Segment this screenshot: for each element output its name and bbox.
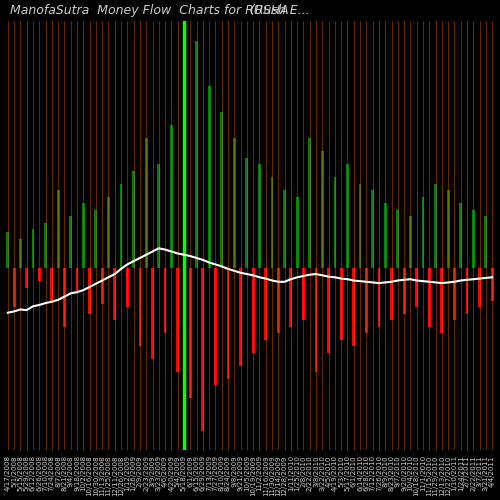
Bar xyxy=(428,268,430,327)
Bar xyxy=(44,222,47,268)
Bar xyxy=(151,268,154,360)
Bar xyxy=(434,184,437,268)
Bar xyxy=(88,268,91,314)
Bar xyxy=(94,210,98,268)
Bar xyxy=(422,196,424,268)
Bar xyxy=(264,268,267,340)
Bar xyxy=(302,268,305,320)
Bar xyxy=(460,203,462,268)
Bar xyxy=(371,190,374,268)
Bar xyxy=(107,196,110,268)
Bar xyxy=(472,210,474,268)
Bar xyxy=(189,268,192,398)
Bar xyxy=(182,73,186,268)
Bar xyxy=(321,151,324,268)
Bar xyxy=(378,268,380,327)
Bar xyxy=(126,268,129,307)
Bar xyxy=(416,268,418,307)
Bar xyxy=(70,216,72,268)
Bar xyxy=(283,190,286,268)
Bar xyxy=(239,268,242,366)
Bar xyxy=(164,268,166,334)
Bar xyxy=(145,138,148,268)
Bar xyxy=(466,268,468,314)
Bar xyxy=(453,268,456,320)
Bar xyxy=(32,229,34,268)
Text: ManofaSutra  Money Flow  Charts for RUSHA: ManofaSutra Money Flow Charts for RUSHA xyxy=(10,4,288,16)
Bar xyxy=(308,138,311,268)
Bar xyxy=(402,268,406,314)
Bar xyxy=(214,268,217,386)
Bar xyxy=(246,158,248,268)
Bar xyxy=(314,268,318,372)
Bar xyxy=(277,268,280,334)
Bar xyxy=(114,268,116,320)
Bar xyxy=(270,177,274,268)
Bar xyxy=(120,184,122,268)
Bar xyxy=(132,170,135,268)
Bar xyxy=(334,177,336,268)
Bar xyxy=(446,190,450,268)
Bar xyxy=(170,125,173,268)
Bar xyxy=(340,268,342,340)
Bar xyxy=(409,216,412,268)
Bar xyxy=(226,268,230,379)
Bar xyxy=(290,268,292,327)
Bar xyxy=(396,210,399,268)
Bar xyxy=(358,184,362,268)
Bar xyxy=(176,268,179,372)
Bar xyxy=(158,164,160,268)
Bar xyxy=(38,268,40,281)
Bar xyxy=(296,196,298,268)
Bar xyxy=(220,112,223,268)
Bar xyxy=(484,216,488,268)
Bar xyxy=(384,203,386,268)
Bar xyxy=(202,268,204,431)
Bar xyxy=(252,268,254,353)
Bar xyxy=(478,268,481,307)
Bar xyxy=(56,190,59,268)
Bar xyxy=(327,268,330,353)
Bar xyxy=(208,86,210,268)
Bar xyxy=(195,40,198,268)
Bar xyxy=(76,268,78,294)
Text: (Rush E...: (Rush E... xyxy=(250,4,310,16)
Bar xyxy=(346,164,349,268)
Bar xyxy=(365,268,368,334)
Bar xyxy=(63,268,66,327)
Bar xyxy=(6,232,9,268)
Bar xyxy=(258,164,261,268)
Bar xyxy=(491,268,494,300)
Bar xyxy=(138,268,141,346)
Bar xyxy=(101,268,103,304)
Bar xyxy=(12,268,16,307)
Bar xyxy=(233,138,235,268)
Bar xyxy=(19,239,22,268)
Bar xyxy=(50,268,53,300)
Bar xyxy=(26,268,28,287)
Bar xyxy=(352,268,355,346)
Bar xyxy=(440,268,444,334)
Bar xyxy=(390,268,393,320)
Bar xyxy=(82,203,84,268)
